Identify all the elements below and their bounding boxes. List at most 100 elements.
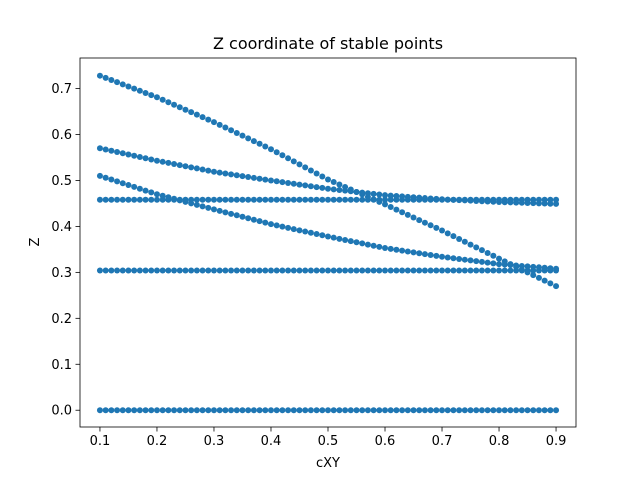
data-point <box>108 196 115 203</box>
x-tick-label: 0.8 <box>489 434 510 449</box>
data-point <box>399 407 406 414</box>
data-point <box>273 178 280 185</box>
data-point <box>347 196 354 203</box>
data-point <box>382 192 389 199</box>
data-point <box>228 196 235 203</box>
y-tick-label: 0.7 <box>51 82 72 97</box>
data-point <box>313 184 320 191</box>
data-point <box>404 407 411 414</box>
data-point <box>216 169 223 176</box>
data-point <box>342 187 349 194</box>
data-point <box>222 196 229 203</box>
data-point <box>376 191 383 198</box>
data-point <box>290 180 297 187</box>
data-point <box>176 267 183 274</box>
data-point <box>108 147 115 154</box>
data-point <box>290 407 297 414</box>
data-point <box>433 195 440 202</box>
data-point <box>490 260 497 267</box>
data-point <box>484 198 491 205</box>
data-point <box>142 407 149 414</box>
data-point <box>273 407 280 414</box>
data-point <box>285 407 292 414</box>
data-point <box>290 196 297 203</box>
data-point <box>393 407 400 414</box>
data-point <box>473 258 480 265</box>
data-point <box>524 269 531 276</box>
data-point <box>535 264 542 271</box>
data-point <box>553 200 560 207</box>
data-point <box>313 267 320 274</box>
data-point <box>541 277 548 284</box>
data-point <box>256 175 263 182</box>
data-point <box>370 190 377 197</box>
data-point <box>96 196 103 203</box>
data-point <box>461 407 468 414</box>
data-point <box>290 226 297 233</box>
data-point <box>216 407 223 414</box>
data-point <box>279 223 286 230</box>
data-point <box>148 92 155 99</box>
data-point <box>239 173 246 180</box>
data-point <box>222 267 229 274</box>
data-point <box>313 407 320 414</box>
data-point <box>382 407 389 414</box>
data-point <box>302 164 309 171</box>
y-axis: 0.0 0.1 0.2 0.3 0.4 0.5 0.6 0.7 <box>51 82 80 419</box>
data-point <box>153 191 160 198</box>
data-point <box>319 232 326 239</box>
data-point <box>256 407 263 414</box>
data-point <box>359 240 366 247</box>
data-point <box>216 267 223 274</box>
data-point <box>245 196 252 203</box>
data-point <box>153 94 160 101</box>
data-point <box>416 267 423 274</box>
y-tick-label: 0.3 <box>51 266 72 281</box>
data-point <box>450 196 457 203</box>
data-point <box>336 267 343 274</box>
data-point <box>490 407 497 414</box>
data-point <box>547 200 554 207</box>
data-point <box>376 267 383 274</box>
data-point <box>273 149 280 156</box>
data-point <box>165 159 172 166</box>
data-point <box>496 199 503 206</box>
data-point <box>267 196 274 203</box>
data-point <box>119 180 126 187</box>
series-6 <box>96 172 560 272</box>
data-point <box>325 196 331 203</box>
data-point <box>450 255 457 262</box>
data-point <box>262 196 269 203</box>
data-point <box>285 224 292 231</box>
data-point <box>239 267 246 274</box>
data-point <box>136 185 143 192</box>
data-point <box>444 196 451 203</box>
data-point <box>245 135 252 142</box>
data-point <box>393 193 400 199</box>
data-point <box>456 407 463 414</box>
data-point <box>296 181 303 188</box>
data-point <box>171 101 178 108</box>
data-point <box>524 407 531 414</box>
data-point <box>228 127 235 134</box>
x-tick-label: 0.4 <box>261 434 282 449</box>
data-point <box>119 150 126 157</box>
data-point <box>262 143 269 150</box>
data-point <box>159 267 166 274</box>
data-point <box>296 407 303 414</box>
data-point <box>119 407 126 414</box>
x-axis-label: cXY <box>316 456 340 471</box>
data-point <box>279 152 286 159</box>
data-point <box>262 176 269 183</box>
data-point <box>439 253 446 260</box>
data-point <box>193 407 200 414</box>
data-point <box>273 222 280 229</box>
data-point <box>359 407 366 414</box>
data-point <box>439 407 446 414</box>
data-point <box>285 155 292 162</box>
data-point <box>325 176 331 183</box>
data-point <box>342 236 349 243</box>
data-point <box>119 196 126 203</box>
data-point <box>108 407 115 414</box>
data-point <box>496 267 503 274</box>
